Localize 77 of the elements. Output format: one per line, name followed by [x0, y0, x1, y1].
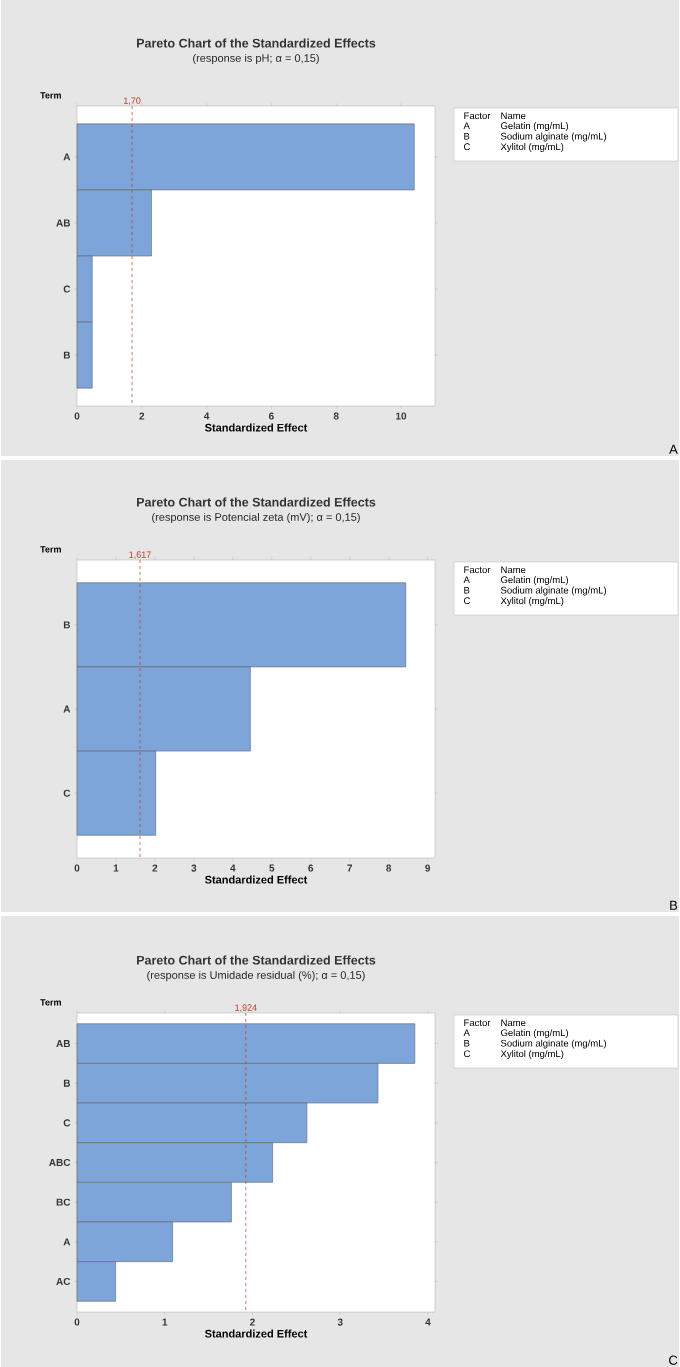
text: Factor	[464, 1019, 491, 1027]
text: Name	[501, 1019, 526, 1027]
y-tick-label: ABC	[49, 1158, 71, 1167]
text: Sodium alginate (mg/mL)	[500, 132, 607, 142]
text: C	[464, 597, 471, 605]
text: B	[464, 132, 470, 140]
y-tick-label: AB	[56, 1040, 71, 1047]
text: Gelatin (mg/mL)	[501, 122, 569, 131]
chart-title: Pareto Chart of the Standardized Effects	[137, 38, 376, 48]
x-tick-label: 0	[74, 412, 80, 420]
text: A	[463, 576, 470, 584]
y-tick-label: B	[63, 1079, 71, 1087]
y-axis-title: Term	[40, 546, 61, 553]
chart-title: Pareto Chart of the Standardized Effects	[137, 497, 376, 507]
x-tick-label: 6	[268, 412, 274, 420]
x-tick-label: 1	[113, 864, 119, 872]
x-tick-label: 2	[152, 864, 158, 872]
y-tick-label: AC	[56, 1277, 71, 1286]
text: C	[669, 1355, 678, 1365]
x-tick-label: 4	[425, 1318, 431, 1326]
y-tick-label: B	[63, 621, 71, 629]
x-tick-label: 4	[203, 412, 210, 420]
text: Xylitol (mg/mL)	[500, 597, 564, 606]
text: B	[464, 586, 470, 594]
x-tick-label: 0	[74, 864, 80, 872]
x-tick-label: 3	[337, 1318, 343, 1326]
x-tick-label: 10	[396, 412, 407, 420]
chart-subtitle: (response is pH; α = 0,15)	[193, 53, 319, 65]
x-axis-title: Standardized Effect	[204, 423, 308, 432]
text: Gelatin (mg/mL)	[501, 1029, 569, 1038]
text: Factor	[464, 566, 491, 574]
text: B	[670, 900, 678, 910]
x-tick-label: 5	[269, 864, 275, 872]
text: C	[464, 143, 471, 151]
y-tick-label: AB	[56, 219, 71, 227]
x-axis-title: Standardized Effect	[204, 875, 308, 884]
y-tick-label: A	[63, 153, 71, 161]
text: Sodium alginate (mg/mL)	[500, 586, 607, 596]
x-tick-label: 3	[191, 864, 197, 872]
x-tick-label: 8	[386, 864, 392, 872]
ref-line-label: 1,924	[235, 1004, 257, 1012]
y-tick-label: A	[63, 1238, 71, 1246]
x-tick-label: 9	[425, 864, 431, 872]
y-axis-title: Term	[40, 999, 61, 1006]
chart-subtitle: (response is Umidade residual (%); α = 0,15)	[147, 970, 365, 982]
text: A	[463, 1029, 470, 1037]
text: Name	[501, 566, 526, 574]
y-tick-label: C	[63, 285, 71, 293]
text: Xylitol (mg/mL)	[500, 143, 564, 152]
x-tick-label: 4	[230, 864, 236, 872]
x-tick-label: 2	[250, 1318, 255, 1326]
x-tick-label: 7	[347, 864, 353, 872]
y-tick-label: A	[63, 705, 71, 713]
y-tick-label: C	[63, 789, 71, 797]
text: B	[464, 1039, 470, 1047]
x-tick-label: 8	[333, 412, 339, 420]
x-tick-label: 6	[308, 864, 314, 872]
text: Factor	[464, 112, 491, 120]
text: C	[464, 1050, 471, 1058]
ref-line-label: 1,70	[124, 97, 141, 105]
text: Sodium alginate (mg/mL)	[500, 1039, 607, 1049]
chart-subtitle: (response is Potencial zeta (mV); α = 0,15)	[152, 512, 360, 524]
ref-line-label: 1,617	[129, 551, 151, 559]
x-axis-title: Standardized Effect	[204, 1329, 308, 1338]
x-tick-label: 1	[162, 1318, 168, 1326]
x-tick-label: 2	[139, 412, 145, 420]
text: Xylitol (mg/mL)	[500, 1050, 564, 1059]
text: Gelatin (mg/mL)	[501, 576, 569, 585]
y-tick-label: BC	[56, 1198, 71, 1206]
y-tick-label: B	[63, 351, 71, 359]
chart-title: Pareto Chart of the Standardized Effects	[137, 955, 376, 965]
text: Name	[501, 112, 526, 120]
y-axis-title: Term	[40, 92, 61, 99]
text: A	[463, 122, 470, 129]
x-tick-label: 0	[74, 1318, 80, 1326]
text: A	[669, 444, 678, 454]
y-tick-label: C	[63, 1119, 71, 1127]
